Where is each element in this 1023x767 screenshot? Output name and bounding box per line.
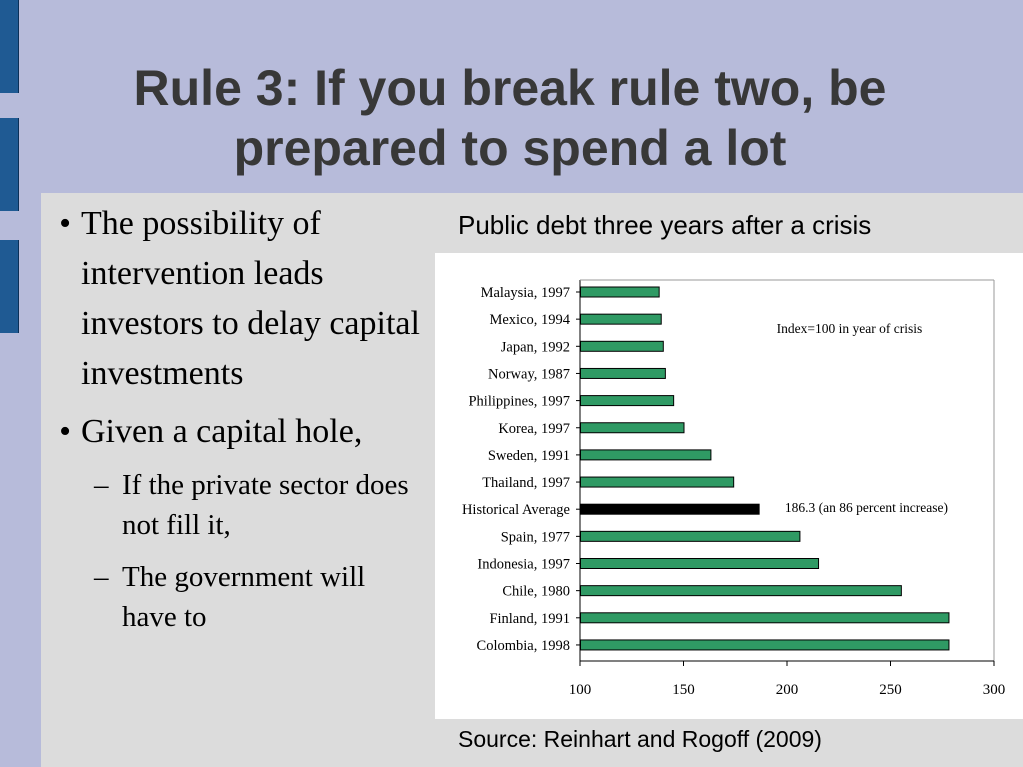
category-label: Korea, 1997 bbox=[498, 421, 570, 437]
bar bbox=[580, 530, 801, 542]
bullet-list: • The possibility of intervention leads … bbox=[41, 199, 441, 649]
bar bbox=[580, 367, 666, 379]
category-label: Indonesia, 1997 bbox=[477, 557, 570, 573]
sub-bullet-marker: – bbox=[94, 469, 109, 501]
slide-title-line-1: Rule 3: If you break rule two, be bbox=[133, 60, 887, 116]
category-label: Historical Average bbox=[462, 502, 570, 518]
bullet-text: The possibility of intervention leads in… bbox=[81, 205, 420, 392]
category-label: Malaysia, 1997 bbox=[481, 285, 570, 301]
side-tab-bottom bbox=[0, 240, 19, 333]
chart-annotation: 186.3 (an 86 percent increase) bbox=[785, 500, 948, 515]
side-tab-top bbox=[0, 0, 19, 93]
sub-bullet-item: – If the private sector does not fill it… bbox=[94, 465, 441, 545]
category-label: Chile, 1980 bbox=[502, 584, 570, 600]
bar bbox=[580, 612, 950, 624]
bar-chart: 100 150 200 250 300 Malaysia, 1997 Mexico, 199… bbox=[462, 279, 1006, 698]
bar bbox=[580, 558, 820, 569]
bar bbox=[580, 422, 685, 434]
bar bbox=[580, 585, 902, 597]
category-label: Colombia, 1998 bbox=[477, 638, 570, 654]
category-label: Philippines, 1997 bbox=[468, 394, 570, 410]
bullet-text: Given a capital hole, bbox=[81, 413, 363, 450]
category-label: Finland, 1991 bbox=[489, 611, 570, 627]
bullet-item: • The possibility of intervention leads … bbox=[41, 199, 441, 399]
bullet-marker: • bbox=[59, 413, 71, 450]
x-tick-label: 300 bbox=[983, 682, 1006, 698]
category-label: Thailand, 1997 bbox=[482, 475, 570, 491]
slide-title-line-2: prepared to spend a lot bbox=[233, 120, 787, 176]
bar bbox=[580, 340, 664, 352]
x-tick-label: 200 bbox=[776, 682, 799, 698]
bullet-item: • Given a capital hole, bbox=[41, 407, 441, 457]
bullet-marker: • bbox=[59, 205, 71, 242]
category-label: Japan, 1992 bbox=[501, 339, 570, 355]
sub-bullet-item: – The government will have to bbox=[94, 557, 441, 637]
chart-title: Public debt three years after a crisis bbox=[458, 210, 872, 240]
bar bbox=[580, 639, 950, 651]
x-tick-label: 250 bbox=[879, 682, 902, 698]
chart-annotation: Index=100 in year of crisis bbox=[777, 321, 923, 336]
sub-bullet-text: The government will have to bbox=[122, 561, 366, 633]
category-label: Mexico, 1994 bbox=[489, 312, 570, 328]
category-label: Spain, 1977 bbox=[501, 529, 570, 545]
bar bbox=[580, 286, 660, 298]
category-label: Norway, 1987 bbox=[488, 366, 570, 382]
bar-historical-average bbox=[580, 503, 760, 515]
bar bbox=[580, 476, 735, 488]
x-tick-label: 150 bbox=[672, 682, 695, 698]
bar bbox=[580, 313, 662, 325]
x-tick-label: 100 bbox=[569, 682, 592, 698]
slide-title: Rule 3: If you break rule two, be prepar… bbox=[30, 58, 990, 178]
chart-source: Source: Reinhart and Rogoff (2009) bbox=[458, 726, 822, 752]
category-label: Sweden, 1991 bbox=[488, 448, 570, 464]
side-tab-middle bbox=[0, 118, 19, 211]
sub-bullet-marker: – bbox=[94, 561, 109, 593]
chart-area: 100 150 200 250 300 Malaysia, 1997 Mexico, 199… bbox=[435, 253, 1023, 719]
sub-bullet-text: If the private sector does not fill it, bbox=[122, 469, 409, 541]
bar bbox=[580, 449, 712, 461]
bar bbox=[580, 395, 675, 407]
